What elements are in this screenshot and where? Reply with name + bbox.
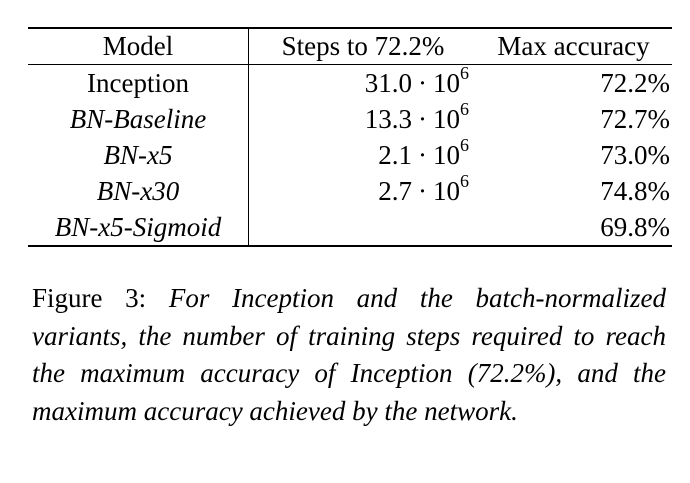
steps-dot: · bbox=[418, 103, 427, 134]
results-table: Model Steps to 72.2% Max accuracy Incept… bbox=[28, 27, 672, 247]
caption-text: For Inception and the batch-normalized v… bbox=[32, 283, 666, 426]
cell-accuracy: 73.0% bbox=[600, 139, 670, 170]
steps-base: 10 bbox=[433, 175, 460, 206]
cell-model: BN-x5 bbox=[28, 137, 249, 173]
cell-model: BN-Baseline bbox=[28, 101, 249, 137]
table-row: BN-x30 2.7 · 106 74.8% bbox=[28, 170, 672, 209]
steps-mantissa: 2.1 bbox=[378, 139, 412, 170]
steps-base: 10 bbox=[433, 103, 460, 134]
table-header-row: Model Steps to 72.2% Max accuracy bbox=[28, 28, 672, 65]
table-row: Inception 31.0 · 106 72.2% bbox=[28, 62, 672, 102]
steps-mantissa: 31.0 bbox=[364, 67, 412, 98]
steps-exponent: 6 bbox=[460, 134, 469, 155]
cell-accuracy: 72.7% bbox=[600, 103, 670, 134]
header-steps: Steps to 72.2% bbox=[281, 31, 445, 61]
table-row: BN-x5-Sigmoid 69.8% bbox=[28, 209, 672, 246]
table-row: BN-x5 2.1 · 106 73.0% bbox=[28, 134, 672, 173]
cell-steps: 13.3 · 106 bbox=[249, 98, 478, 137]
cell-steps: 2.1 · 106 bbox=[249, 134, 478, 173]
cell-steps: 2.7 · 106 bbox=[249, 170, 478, 209]
cell-accuracy: 74.8% bbox=[600, 175, 670, 206]
cell-model: BN-x30 bbox=[28, 173, 249, 209]
cell-steps: 31.0 · 106 bbox=[249, 62, 478, 102]
steps-base: 10 bbox=[433, 139, 460, 170]
figure-caption: Figure 3: For Inception and the batch-no… bbox=[32, 280, 666, 430]
header-accuracy: Max accuracy bbox=[497, 31, 650, 61]
table-row: BN-Baseline 13.3 · 106 72.7% bbox=[28, 98, 672, 137]
steps-mantissa: 2.7 bbox=[378, 175, 412, 206]
cell-model: Inception bbox=[28, 64, 249, 101]
steps-dot: · bbox=[418, 175, 427, 206]
steps-exponent: 6 bbox=[460, 98, 469, 119]
caption-label: Figure 3: bbox=[32, 283, 147, 313]
cell-steps-empty bbox=[249, 209, 478, 246]
header-model: Model bbox=[28, 28, 249, 65]
steps-dot: · bbox=[418, 139, 427, 170]
steps-dot: · bbox=[418, 67, 427, 98]
steps-base: 10 bbox=[433, 67, 460, 98]
steps-exponent: 6 bbox=[460, 170, 469, 191]
steps-exponent: 6 bbox=[460, 62, 469, 83]
cell-accuracy: 72.2% bbox=[600, 67, 670, 98]
cell-model: BN-x5-Sigmoid bbox=[28, 209, 249, 246]
cell-accuracy: 69.8% bbox=[600, 211, 670, 242]
steps-mantissa: 13.3 bbox=[364, 103, 412, 134]
